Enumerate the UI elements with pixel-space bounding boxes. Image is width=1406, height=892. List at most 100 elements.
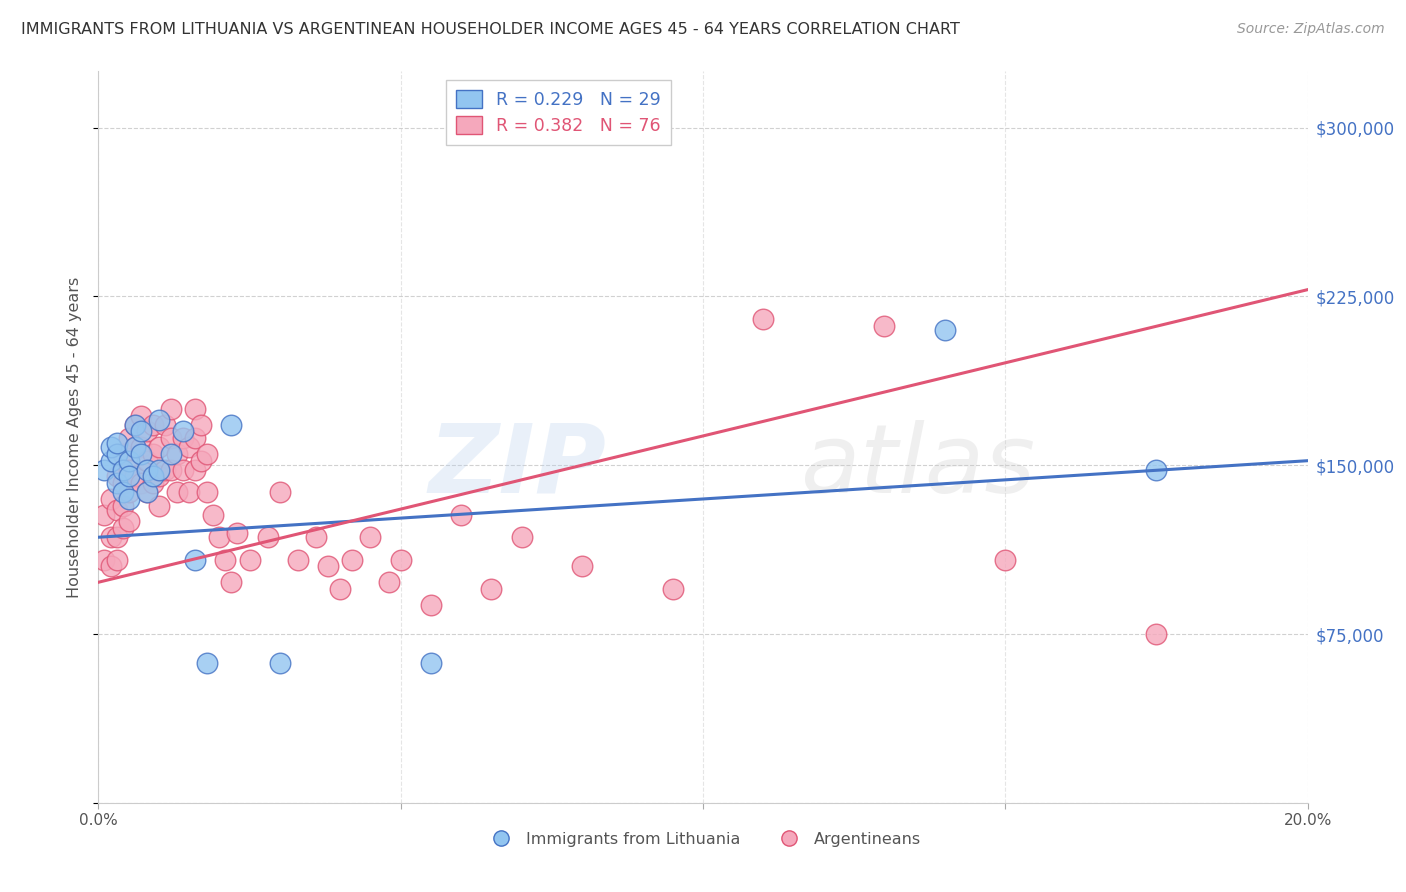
Point [124, 417, 146, 432]
Point [148, 463, 170, 477]
Point [172, 425, 194, 439]
Point [450, 508, 472, 522]
Point [111, 521, 134, 535]
Point [135, 425, 157, 439]
Point [105, 530, 128, 544]
Point [142, 417, 165, 432]
Point [661, 582, 683, 596]
Point [195, 657, 218, 671]
Point [184, 401, 207, 416]
Point [148, 440, 170, 454]
Point [208, 530, 231, 544]
Point [118, 453, 141, 467]
Point [100, 491, 122, 506]
Point [179, 485, 201, 500]
Point [190, 417, 212, 432]
Text: IMMIGRANTS FROM LITHUANIA VS ARGENTINEAN HOUSEHOLDER INCOME AGES 45 - 64 YEARS C: IMMIGRANTS FROM LITHUANIA VS ARGENTINEAN… [21, 22, 960, 37]
Point [420, 598, 443, 612]
Point [111, 499, 134, 513]
Point [100, 559, 122, 574]
Point [118, 515, 141, 529]
Point [135, 485, 157, 500]
Point [105, 476, 128, 491]
Point [160, 431, 183, 445]
Point [129, 476, 152, 491]
Point [93, 553, 115, 567]
Point [135, 485, 157, 500]
Text: atlas: atlas [800, 420, 1035, 513]
Point [256, 530, 278, 544]
Point [118, 491, 141, 506]
Point [148, 469, 170, 483]
Point [148, 413, 170, 427]
Point [105, 469, 128, 483]
Point [124, 417, 146, 432]
Point [221, 575, 243, 590]
Point [305, 530, 328, 544]
Point [129, 425, 152, 439]
Point [1144, 463, 1167, 477]
Point [214, 553, 236, 567]
Point [342, 553, 364, 567]
Point [100, 453, 122, 467]
Point [142, 447, 165, 461]
Point [160, 463, 183, 477]
Point [100, 440, 122, 454]
Point [135, 453, 157, 467]
Point [360, 530, 382, 544]
Point [111, 447, 134, 461]
Point [166, 447, 188, 461]
Point [124, 469, 146, 483]
Point [129, 409, 152, 423]
Point [160, 401, 183, 416]
Point [752, 312, 775, 326]
Point [190, 453, 212, 467]
Point [221, 417, 243, 432]
Point [118, 431, 141, 445]
Point [571, 559, 593, 574]
Point [129, 447, 152, 461]
Y-axis label: Householder Income Ages 45 - 64 years: Householder Income Ages 45 - 64 years [67, 277, 83, 598]
Point [389, 553, 412, 567]
Point [510, 530, 533, 544]
Point [166, 485, 188, 500]
Point [135, 463, 157, 477]
Point [329, 582, 352, 596]
Legend: Immigrants from Lithuania, Argentineans: Immigrants from Lithuania, Argentineans [478, 826, 928, 854]
Point [269, 657, 291, 671]
Point [129, 440, 152, 454]
Point [239, 553, 262, 567]
Point [377, 575, 399, 590]
Point [172, 463, 194, 477]
Point [111, 485, 134, 500]
Point [172, 431, 194, 445]
Point [100, 530, 122, 544]
Point [153, 463, 176, 477]
Point [873, 318, 896, 333]
Point [179, 440, 201, 454]
Point [153, 417, 176, 432]
Point [184, 463, 207, 477]
Point [184, 553, 207, 567]
Point [111, 476, 134, 491]
Point [118, 469, 141, 483]
Point [269, 485, 291, 500]
Point [420, 657, 443, 671]
Point [195, 447, 218, 461]
Point [184, 431, 207, 445]
Point [316, 559, 339, 574]
Text: ZIP: ZIP [429, 420, 606, 513]
Point [111, 463, 134, 477]
Point [142, 476, 165, 491]
Point [934, 323, 956, 337]
Text: Source: ZipAtlas.com: Source: ZipAtlas.com [1237, 22, 1385, 37]
Point [1144, 627, 1167, 641]
Point [287, 553, 309, 567]
Point [124, 440, 146, 454]
Point [148, 499, 170, 513]
Point [160, 447, 183, 461]
Point [195, 485, 218, 500]
Point [105, 503, 128, 517]
Point [142, 469, 165, 483]
Point [105, 447, 128, 461]
